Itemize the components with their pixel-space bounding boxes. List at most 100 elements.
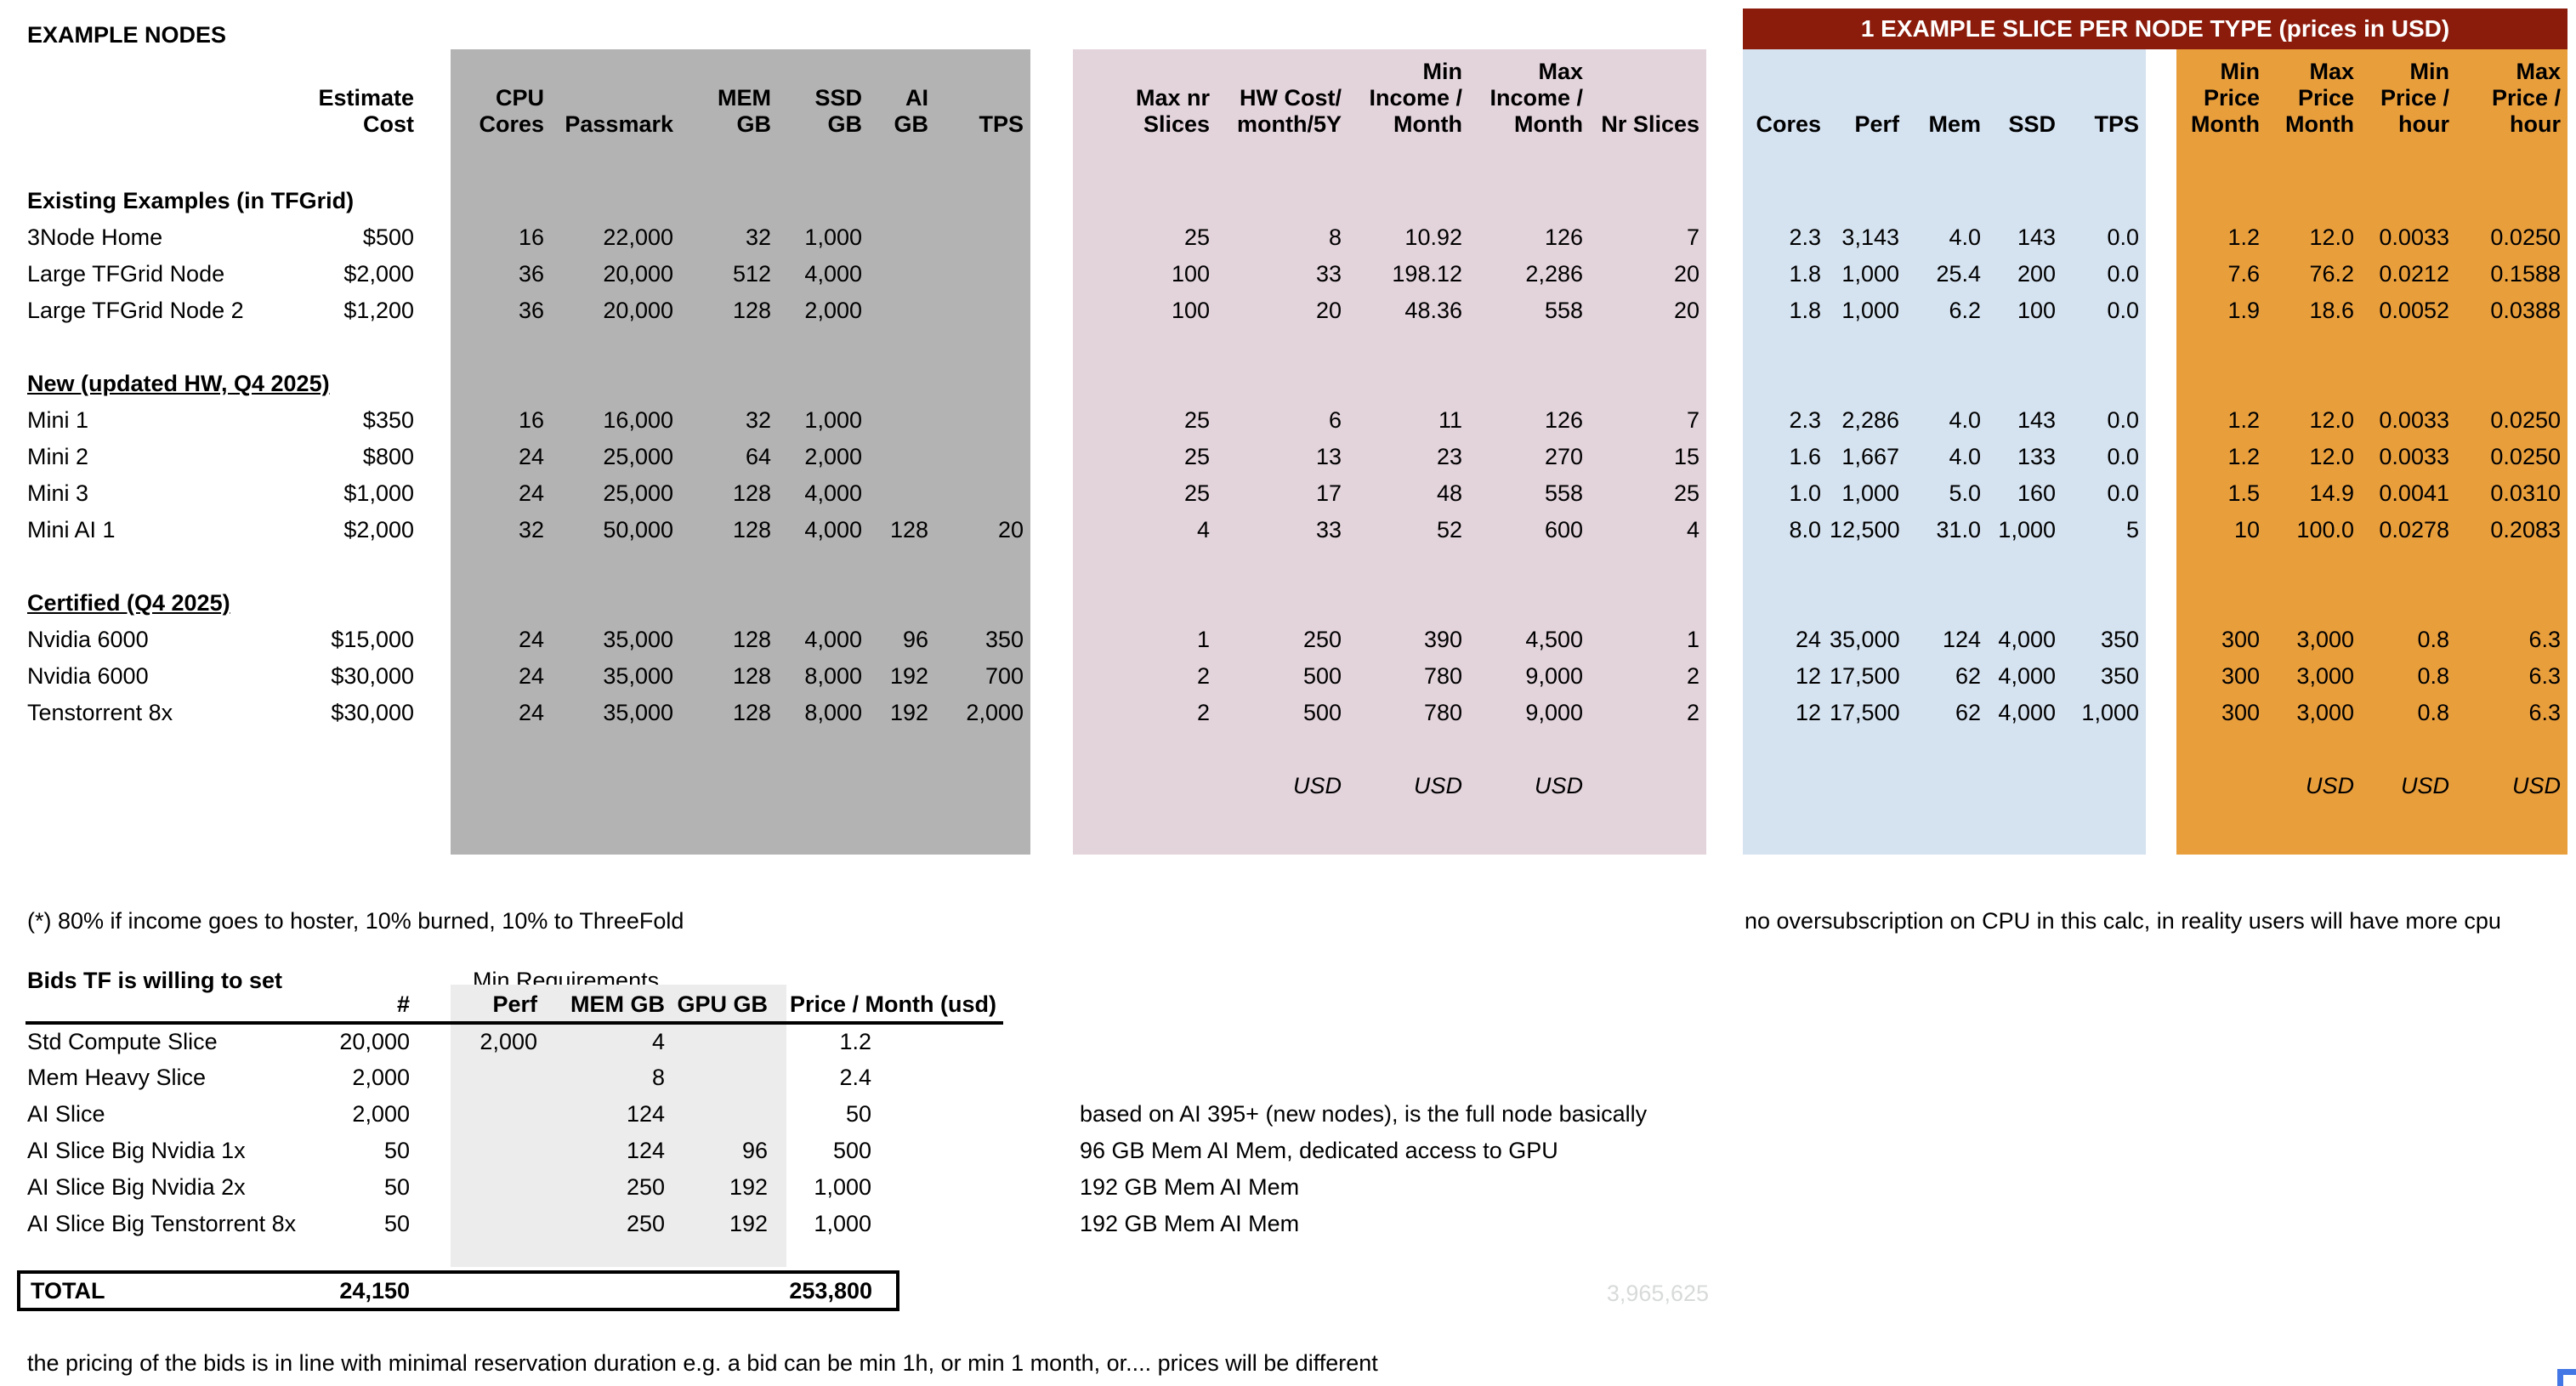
cell-node-name[interactable]: Large TFGrid Node	[27, 261, 225, 287]
cell-slice-mem[interactable]: 124	[1906, 622, 1988, 658]
cell-min-price-hour[interactable]: Min Price / hour	[2361, 49, 2456, 145]
cell-max-price-hour[interactable]: 6.3	[2456, 658, 2567, 695]
cell-max-price-hour[interactable]	[2456, 585, 2567, 622]
cell-slice-tps[interactable]: 350	[2063, 658, 2146, 695]
cell-nr-slices[interactable]: 25	[1590, 475, 1706, 512]
cell-bid-name[interactable]: Mem Heavy Slice	[27, 1065, 207, 1090]
cell-estimate-cost[interactable]: $350	[362, 407, 414, 433]
cell-cpu-cores[interactable]: 32	[451, 512, 551, 548]
cell-max-nr-slices[interactable]	[1073, 804, 1217, 855]
cell-gap[interactable]	[1706, 145, 1743, 183]
cell-slice-ssd[interactable]	[1988, 585, 2063, 622]
cell-slice-mem[interactable]: 4.0	[1906, 402, 1988, 439]
cell-slice-mem[interactable]	[1906, 329, 1988, 366]
cell-max-price-month[interactable]	[2267, 731, 2361, 768]
cell-gap[interactable]	[1706, 366, 1743, 402]
cell-slice-cores[interactable]: 24	[1743, 622, 1828, 658]
cell-gap[interactable]	[1030, 366, 1073, 402]
cell-mem-gb[interactable]: 128	[680, 293, 778, 329]
cell-gap[interactable]	[421, 293, 451, 329]
cell-slice-mem[interactable]: 4.0	[1906, 219, 1988, 256]
cell-nr-slices[interactable]: 20	[1590, 293, 1706, 329]
cell-gap[interactable]	[1706, 658, 1743, 695]
cell-estimate-cost[interactable]	[298, 548, 421, 585]
cell-gap[interactable]	[2146, 622, 2176, 658]
cell-mem-gb[interactable]: 128	[680, 695, 778, 731]
cell-max-price-hour[interactable]: 0.0310	[2456, 475, 2567, 512]
cell-nr-slices[interactable]	[1590, 768, 1706, 804]
cell-passmark[interactable]	[551, 768, 680, 804]
cell-bid-gpu-gb[interactable]: 96	[741, 1138, 768, 1163]
cell-mem-gb[interactable]	[680, 768, 778, 804]
cell-estimate-cost[interactable]: $500	[362, 224, 414, 250]
cell-min-price-hour[interactable]: 0.8	[2361, 658, 2456, 695]
cell-max-nr-slices[interactable]: 25	[1073, 439, 1217, 475]
cell-max-price-month[interactable]: USD	[2267, 768, 2361, 804]
cell-slice-mem[interactable]: 5.0	[1906, 475, 1988, 512]
cell-max-nr-slices[interactable]: Max nr Slices	[1073, 49, 1217, 145]
cell-mem-gb[interactable]: 128	[680, 622, 778, 658]
cell-slice-tps[interactable]	[2063, 329, 2146, 366]
cell-bid-price-month[interactable]: 1,000	[814, 1174, 871, 1200]
cell-hw-cost-month[interactable]	[1217, 804, 1348, 855]
footnote-income-split[interactable]: (*) 80% if income goes to hoster, 10% bu…	[27, 908, 684, 934]
cell-min-price-month[interactable]	[2176, 366, 2267, 402]
cell-slice-mem[interactable]	[1906, 731, 1988, 768]
cell-slice-mem[interactable]	[1906, 183, 1988, 219]
cell-min-price-month[interactable]	[2176, 804, 2267, 855]
cell-slice-cores[interactable]	[1743, 804, 1828, 855]
cell-max-price-hour[interactable]	[2456, 548, 2567, 585]
cell-max-price-hour[interactable]: 0.1588	[2456, 256, 2567, 293]
cell-min-income-month[interactable]	[1348, 366, 1469, 402]
cell-slice-cores[interactable]	[1743, 731, 1828, 768]
cell-ai-gb[interactable]	[869, 145, 935, 183]
cell-gap[interactable]	[1706, 585, 1743, 622]
cell-slice-tps[interactable]: 0.0	[2063, 402, 2146, 439]
cell-gap[interactable]	[1030, 804, 1073, 855]
cell-max-price-month[interactable]: 18.6	[2267, 293, 2361, 329]
cell-hw-cost-month[interactable]	[1217, 145, 1348, 183]
cell-max-income-month[interactable]	[1469, 366, 1590, 402]
cell-estimate-cost[interactable]: $1,000	[343, 480, 414, 506]
cell-min-income-month[interactable]	[1348, 804, 1469, 855]
cell-node-name[interactable]: Nvidia 6000	[27, 663, 149, 689]
cell-mem-gb[interactable]: 512	[680, 256, 778, 293]
cell-slice-perf[interactable]	[1828, 768, 1906, 804]
cell-min-income-month[interactable]: 48.36	[1348, 293, 1469, 329]
cell-ai-gb[interactable]	[869, 439, 935, 475]
cell-slice-perf[interactable]	[1828, 145, 1906, 183]
cell-tps[interactable]	[935, 402, 1030, 439]
cell-group-label[interactable]: Existing Examples (in TFGrid)	[27, 188, 355, 213]
cell-node-name[interactable]	[26, 768, 298, 804]
cell-ssd-gb[interactable]: 2,000	[778, 439, 869, 475]
cell-slice-ssd[interactable]: 4,000	[1988, 658, 2063, 695]
cell-slice-tps[interactable]: 0.0	[2063, 293, 2146, 329]
cell-slice-tps[interactable]: 0.0	[2063, 475, 2146, 512]
cell-hw-cost-month[interactable]: 500	[1217, 658, 1348, 695]
cell-node-name[interactable]: 3Node Home	[27, 224, 163, 250]
cell-min-price-month[interactable]: 10	[2176, 512, 2267, 548]
cell-slice-ssd[interactable]: SSD	[1988, 49, 2063, 145]
cell-ssd-gb[interactable]: SSD GB	[778, 49, 869, 145]
cell-max-nr-slices[interactable]: 4	[1073, 512, 1217, 548]
cell-bid-perf[interactable]: 2,000	[479, 1029, 537, 1054]
cell-mem-gb[interactable]: 32	[680, 219, 778, 256]
cell-tps[interactable]	[935, 475, 1030, 512]
cell-max-price-hour[interactable]: 0.0250	[2456, 439, 2567, 475]
cell-passmark[interactable]: 20,000	[551, 256, 680, 293]
cell-ssd-gb[interactable]: 4,000	[778, 475, 869, 512]
cell-mem-gb[interactable]: 64	[680, 439, 778, 475]
cell-slice-ssd[interactable]: 100	[1988, 293, 2063, 329]
cell-mem-gb[interactable]: MEM GB	[680, 49, 778, 145]
cell-hw-cost-month[interactable]	[1217, 731, 1348, 768]
cell-tps[interactable]	[935, 585, 1030, 622]
cell-node-name[interactable]	[26, 731, 298, 768]
cell-slice-perf[interactable]: Perf	[1828, 49, 1906, 145]
cell-min-price-hour[interactable]	[2361, 548, 2456, 585]
cell-gap[interactable]	[1706, 548, 1743, 585]
cell-estimate-cost[interactable]: $2,000	[343, 517, 414, 542]
cell-max-nr-slices[interactable]: 2	[1073, 658, 1217, 695]
cell-gap[interactable]	[1030, 219, 1073, 256]
cell-min-price-hour[interactable]	[2361, 145, 2456, 183]
cell-tps[interactable]	[935, 256, 1030, 293]
